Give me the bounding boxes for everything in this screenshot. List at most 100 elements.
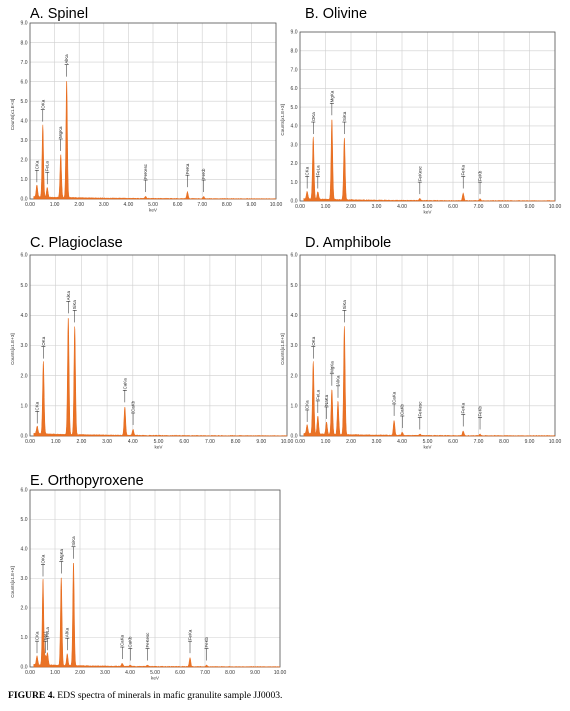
y-tick-label: 2.0 xyxy=(21,158,28,164)
x-tick-label: 1.00 xyxy=(50,202,60,208)
y-tick-label: 6.0 xyxy=(21,488,28,494)
peak-label: AlKa xyxy=(64,54,69,64)
x-tick-label: 8.00 xyxy=(499,439,509,445)
y-tick-label: 6.0 xyxy=(21,253,28,259)
x-tick-label: 1.00 xyxy=(321,204,331,210)
y-tick-label: 3.0 xyxy=(21,343,28,349)
peak-label: FeKesc xyxy=(417,165,422,181)
x-axis-label: keV xyxy=(424,445,433,450)
y-tick-label: 4.0 xyxy=(21,547,28,553)
x-tick-label: 1.00 xyxy=(51,439,61,445)
x-axis-label: keV xyxy=(155,445,164,450)
x-tick-label: 3.00 xyxy=(100,670,110,676)
spectrum-panel-3: C. Plagioclase 0.00 1.00 2.00 3.00 4.00 5.00 6.… xyxy=(10,235,293,450)
y-tick-label: 1.0 xyxy=(291,180,298,186)
peak-label: OKa xyxy=(311,336,316,345)
x-tick-label: 7.00 xyxy=(205,439,215,445)
y-tick-label: 4.0 xyxy=(21,118,28,124)
peak-label: FeLl xyxy=(43,632,48,641)
y-tick-label: 1.0 xyxy=(291,404,298,410)
y-tick-label: 0.0 xyxy=(21,197,28,203)
x-tick-label: 8.00 xyxy=(499,204,509,210)
y-axis-label: Counts[x1.E+3] xyxy=(10,566,15,598)
y-tick-label: 3.0 xyxy=(21,576,28,582)
y-tick-label: 4.0 xyxy=(291,124,298,130)
x-tick-label: 3.00 xyxy=(102,439,112,445)
y-tick-label: 8.0 xyxy=(21,40,28,46)
y-tick-label: 3.0 xyxy=(291,343,298,349)
x-tick-label: 0.00 xyxy=(25,439,35,445)
spectrum-series xyxy=(33,562,281,668)
y-tick-label: 4.0 xyxy=(291,313,298,319)
x-tick-label: 6.00 xyxy=(175,670,185,676)
x-tick-label: 6.00 xyxy=(448,439,458,445)
x-tick-label: 5.00 xyxy=(148,202,158,208)
x-tick-label: 6.00 xyxy=(179,439,189,445)
x-tick-label: 2.00 xyxy=(75,670,85,676)
x-tick-label: 9.00 xyxy=(525,204,535,210)
spectrum-panel-1: A. Spinel 0.00 1.00 2.00 3.00 4.00 5.00 6.00 7.0… xyxy=(10,6,282,213)
x-tick-label: 4.00 xyxy=(128,439,138,445)
peak-label: SiKa xyxy=(72,300,77,310)
y-tick-label: 6.0 xyxy=(291,253,298,259)
peak-label: FeKb xyxy=(201,168,206,179)
y-axis-label: Counts[x1.E+3] xyxy=(10,99,15,131)
x-tick-label: 4.00 xyxy=(397,204,407,210)
y-tick-label: 8.0 xyxy=(291,48,298,54)
y-tick-label: 6.0 xyxy=(21,79,28,85)
peak-label: CaKb xyxy=(128,636,133,648)
peak-label: FeKb xyxy=(204,636,209,647)
peak-label: CaKa xyxy=(122,378,127,390)
peak-label: FeLa xyxy=(315,165,320,176)
peak-label: CaKa xyxy=(392,391,397,403)
peak-label: OKa xyxy=(311,112,316,121)
peak-label: OKa xyxy=(41,336,46,345)
x-tick-label: 0.00 xyxy=(25,670,35,676)
x-tick-label: 2.00 xyxy=(74,202,84,208)
x-tick-label: 5.00 xyxy=(154,439,164,445)
x-tick-label: 4.00 xyxy=(124,202,134,208)
y-tick-label: 0.0 xyxy=(291,434,298,440)
x-tick-label: 6.00 xyxy=(448,204,458,210)
y-tick-label: 6.0 xyxy=(291,86,298,92)
x-tick-label: 9.00 xyxy=(525,439,535,445)
y-tick-label: 2.0 xyxy=(291,373,298,379)
peak-label: OKa xyxy=(41,554,46,563)
x-tick-label: 8.00 xyxy=(231,439,241,445)
y-tick-label: 5.0 xyxy=(21,99,28,105)
spectrum-series xyxy=(303,326,556,437)
caption-text: EDS spectra of minerals in mafic granuli… xyxy=(54,690,283,701)
x-tick-label: 7.00 xyxy=(197,202,207,208)
peak-label: CaKa xyxy=(120,635,125,647)
x-tick-label: 0.00 xyxy=(295,204,305,210)
x-tick-label: 6.00 xyxy=(173,202,183,208)
x-tick-label: 3.00 xyxy=(372,204,382,210)
spectrum-series xyxy=(33,81,277,200)
x-tick-label: 0.00 xyxy=(295,439,305,445)
x-tick-label: 5.00 xyxy=(423,439,433,445)
peak-label: FeKa xyxy=(461,164,466,175)
y-axis-label: Counts[x1.E+3] xyxy=(10,333,15,365)
y-tick-label: 2.0 xyxy=(21,606,28,612)
x-tick-label: 0.00 xyxy=(25,202,35,208)
x-tick-label: 1.00 xyxy=(321,439,331,445)
x-tick-label: 10.00 xyxy=(281,439,294,445)
y-tick-label: 5.0 xyxy=(21,517,28,523)
peak-label: MgKa xyxy=(59,548,64,560)
peak-label: FeKesc xyxy=(417,401,422,417)
x-tick-label: 4.00 xyxy=(125,670,135,676)
peak-label: MgKa xyxy=(329,90,334,102)
x-tick-label: 8.00 xyxy=(222,202,232,208)
peak-label: FeKa xyxy=(188,629,193,640)
x-tick-label: 9.00 xyxy=(250,670,260,676)
y-tick-label: 2.0 xyxy=(21,373,28,379)
x-tick-label: 5.00 xyxy=(150,670,160,676)
panel-title: E. Orthopyroxene xyxy=(30,473,144,489)
spectrum-series xyxy=(33,318,288,437)
x-axis-label: keV xyxy=(149,208,158,213)
peak-label: FeKb xyxy=(478,405,483,416)
peak-label: FeLa xyxy=(45,161,50,172)
peak-label: FeKa xyxy=(461,402,466,413)
